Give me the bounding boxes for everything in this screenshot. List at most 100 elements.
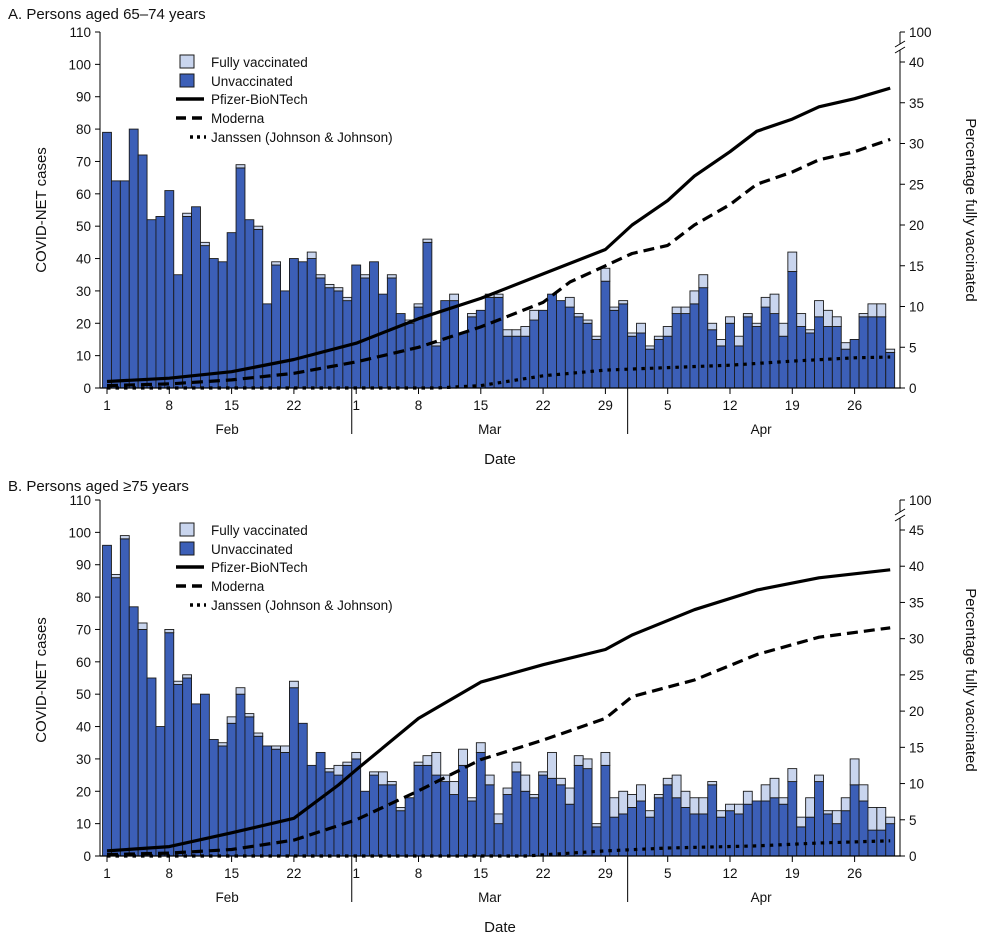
- bar-fully-vaccinated: [734, 335, 744, 347]
- bar-fully-vaccinated: [511, 761, 522, 773]
- y-tick-label: 80: [76, 122, 91, 137]
- bar-unvaccinated: [244, 219, 255, 389]
- bar-unvaccinated: [725, 810, 735, 857]
- bar-unvaccinated: [351, 264, 362, 389]
- bar-unvaccinated: [573, 316, 584, 389]
- bar-unvaccinated: [582, 322, 593, 389]
- y2-tick-label: 0: [909, 849, 917, 864]
- x-tick-label: 29: [598, 398, 613, 413]
- bar-fully-vaccinated: [689, 797, 700, 815]
- bar-unvaccinated: [102, 131, 112, 389]
- bar-unvaccinated: [698, 287, 709, 389]
- panel-a-x-axis-label: Date: [484, 451, 516, 468]
- bar-unvaccinated: [413, 764, 424, 857]
- bar-unvaccinated: [716, 816, 727, 857]
- line-pfizer-biontech: [106, 568, 891, 853]
- bar-fully-vaccinated: [760, 784, 771, 802]
- legend-moderna: Moderna: [211, 579, 265, 594]
- y-tick-label: 110: [69, 25, 91, 40]
- y2-tick-label: 30: [909, 137, 924, 152]
- bar-fully-vaccinated: [253, 225, 264, 230]
- bar-unvaccinated: [155, 726, 166, 857]
- x-tick-label: 8: [166, 398, 174, 413]
- bar-unvaccinated: [823, 813, 833, 857]
- bar-unvaccinated: [734, 345, 744, 389]
- bar-fully-vaccinated: [671, 306, 682, 315]
- bar-unvaccinated: [217, 745, 228, 857]
- bar-fully-vaccinated: [698, 274, 709, 289]
- legend-fully-vaccinated-swatch: [179, 54, 195, 69]
- bar-unvaccinated: [449, 794, 459, 857]
- bar-fully-vaccinated: [734, 803, 744, 815]
- bar-fully-vaccinated: [600, 751, 611, 766]
- y-tick-label: 70: [76, 622, 91, 637]
- bar-fully-vaccinated: [137, 622, 148, 630]
- x-tick-label: 22: [536, 398, 551, 413]
- bar-unvaccinated: [707, 784, 718, 857]
- bar-unvaccinated: [760, 800, 771, 857]
- bars: [102, 128, 896, 389]
- bar-unvaccinated: [253, 228, 264, 389]
- bar-unvaccinated: [324, 771, 335, 857]
- month-label: Apr: [751, 890, 773, 905]
- bar-unvaccinated: [520, 790, 531, 857]
- y-tick-label: 20: [76, 316, 91, 331]
- bar-fully-vaccinated: [653, 794, 664, 799]
- bar-fully-vaccinated: [351, 751, 362, 760]
- legend-fully-vaccinated: Fully vaccinated: [211, 55, 308, 70]
- bar-unvaccinated: [404, 322, 415, 389]
- bar-fully-vaccinated: [653, 335, 664, 340]
- bar-unvaccinated: [164, 632, 175, 857]
- bar-fully-vaccinated: [422, 238, 433, 243]
- y-tick-label: 60: [76, 187, 91, 202]
- bar-fully-vaccinated: [529, 794, 540, 799]
- x-tick-label: 22: [536, 866, 551, 881]
- y2-tick-label: 35: [909, 595, 924, 610]
- bar-unvaccinated: [137, 154, 148, 389]
- bar-unvaccinated: [556, 784, 566, 857]
- panel-b: B. Persons aged ≥75 years COVID-NET case…: [8, 478, 979, 936]
- bar-unvaccinated: [511, 771, 522, 857]
- bar-unvaccinated: [725, 322, 735, 389]
- panel-b-x-axis-label: Date: [484, 919, 516, 936]
- bar-fully-vaccinated: [760, 296, 771, 308]
- y-tick-label: 40: [76, 720, 91, 735]
- x-tick-label: 1: [352, 398, 360, 413]
- bar-fully-vaccinated: [182, 674, 192, 679]
- bar-unvaccinated: [876, 316, 887, 389]
- y-tick-label: 110: [69, 493, 91, 508]
- bar-unvaccinated: [226, 232, 237, 389]
- bar-fully-vaccinated: [573, 755, 584, 766]
- bar-unvaccinated: [128, 128, 139, 389]
- bar-fully-vaccinated: [636, 322, 646, 334]
- bar-fully-vaccinated: [324, 283, 335, 289]
- bar-fully-vaccinated: [707, 781, 718, 786]
- legend-unvaccinated-swatch: [179, 73, 195, 88]
- bar-unvaccinated: [191, 703, 201, 857]
- panel-a-y-axis-label: COVID-NET cases: [33, 147, 50, 273]
- bar-fully-vaccinated: [609, 306, 620, 311]
- bar-fully-vaccinated: [876, 807, 887, 831]
- bar-unvaccinated: [315, 277, 326, 389]
- bar-fully-vaccinated: [235, 164, 246, 169]
- bar-unvaccinated: [315, 751, 326, 857]
- x-tick-label: 1: [103, 398, 111, 413]
- bar-unvaccinated: [440, 781, 451, 857]
- bar-unvaccinated: [858, 316, 869, 389]
- bar-unvaccinated: [369, 261, 379, 389]
- bar-unvaccinated: [369, 774, 379, 857]
- bar-fully-vaccinated: [858, 784, 869, 802]
- bar-unvaccinated: [475, 309, 486, 389]
- bar-unvaccinated: [386, 277, 397, 389]
- bar-unvaccinated: [208, 258, 219, 389]
- bar-unvaccinated: [386, 784, 397, 857]
- y2-tick-label: 15: [909, 740, 924, 755]
- bar-unvaccinated: [289, 687, 299, 857]
- bar-unvaccinated: [831, 823, 842, 857]
- bar-fully-vaccinated: [778, 322, 789, 337]
- bar-unvaccinated: [867, 316, 878, 389]
- line-moderna: [106, 137, 891, 388]
- bar-unvaccinated: [137, 629, 148, 857]
- bar-unvaccinated: [199, 245, 210, 389]
